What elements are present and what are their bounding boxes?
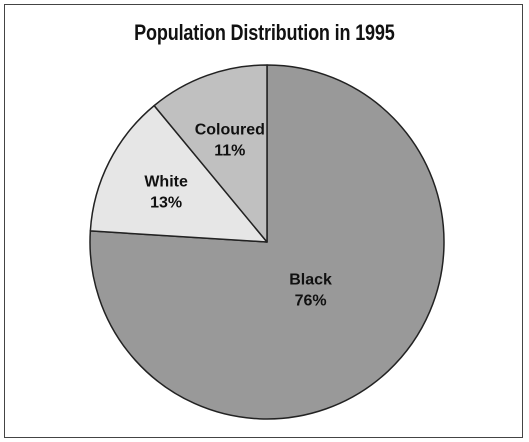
pie-labels: Black 76% White 13% Coloured 11% [144,122,332,310]
pie-slice-white [89,104,268,243]
chart-title: Population Distribution in 1995 [134,20,395,45]
slice-value-black: 76% [295,292,327,309]
slice-value-white: 13% [150,195,182,212]
pie-slices [89,64,445,420]
slice-label-black: Black [289,271,332,288]
slice-value-coloured: 11% [214,143,245,160]
pie-slice-coloured [153,64,268,243]
slice-label-coloured: Coloured [195,122,265,139]
pie-slice-black [89,64,445,420]
slice-label-white: White [144,174,188,191]
